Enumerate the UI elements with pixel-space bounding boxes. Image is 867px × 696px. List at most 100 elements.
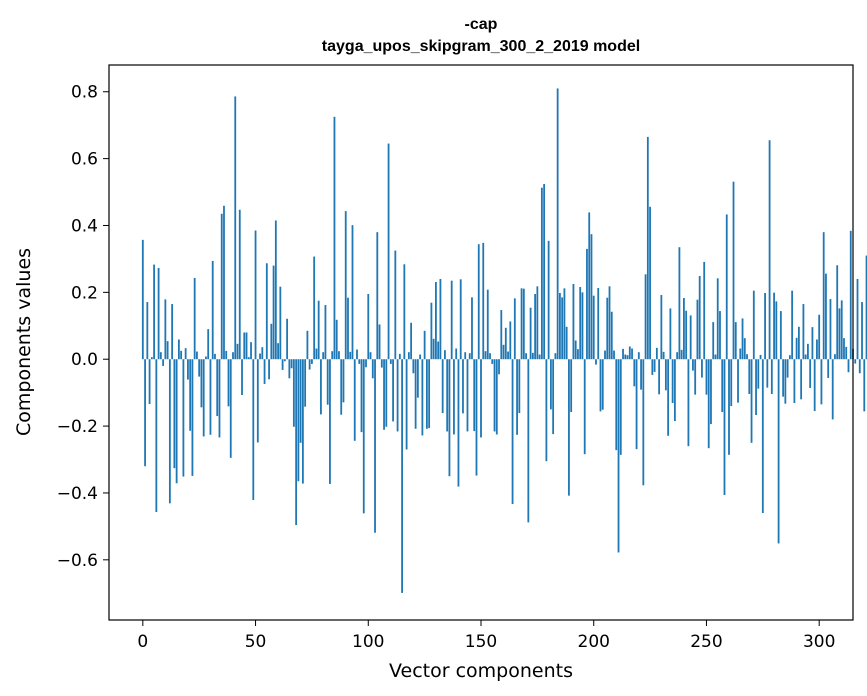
bar-136 [448, 359, 451, 477]
bar-107 [383, 359, 385, 430]
bar-321 [865, 255, 867, 360]
bar-50 [254, 230, 257, 360]
bar-103 [374, 359, 376, 533]
bar-26 [200, 359, 203, 408]
bar-218 [633, 359, 636, 387]
bar-19 [184, 348, 187, 360]
bar-306 [831, 359, 834, 420]
bar-3 [148, 359, 151, 405]
bar-303 [825, 273, 827, 360]
bar-18 [182, 359, 185, 477]
bar-7 [157, 267, 160, 360]
bar-285 [784, 359, 787, 404]
bar-233 [667, 359, 670, 436]
bar-166 [516, 359, 518, 435]
bar-224 [646, 136, 649, 360]
bar-104 [376, 232, 379, 360]
bar-294 [804, 354, 807, 360]
bar-265 [739, 348, 742, 360]
bar-185 [559, 293, 561, 360]
bar-238 [678, 247, 681, 360]
bar-117 [405, 359, 408, 450]
bar-115 [401, 359, 403, 593]
bar-149 [477, 244, 480, 360]
bar-57 [270, 323, 273, 360]
bar-172 [529, 307, 532, 360]
bar-113 [396, 359, 399, 432]
bar-281 [775, 301, 778, 360]
bar-6 [155, 359, 158, 513]
bar-70 [299, 359, 302, 443]
bars-group [141, 88, 867, 593]
bar-234 [669, 308, 672, 360]
bar-200 [592, 295, 595, 360]
bar-288 [791, 290, 794, 360]
bar-202 [597, 288, 600, 360]
bar-254 [714, 354, 717, 360]
bar-155 [491, 359, 494, 364]
bar-228 [655, 347, 658, 360]
bar-248 [701, 359, 703, 378]
bar-139 [455, 348, 458, 360]
bar-150 [480, 359, 482, 438]
bar-73 [306, 330, 309, 360]
bar-43 [238, 209, 241, 360]
bar-296 [809, 359, 812, 388]
bar-245 [694, 359, 697, 395]
bar-301 [820, 359, 823, 405]
bar-192 [574, 340, 577, 360]
bar-201 [595, 359, 597, 365]
bar-109 [387, 143, 390, 360]
bar-298 [813, 359, 816, 412]
bar-45 [243, 332, 246, 360]
bar-77 [315, 348, 318, 360]
y-tick-label: 0.0 [71, 350, 98, 370]
bar-297 [811, 327, 814, 360]
bar-178 [543, 184, 546, 360]
bar-249 [703, 261, 706, 360]
bar-264 [737, 359, 739, 403]
bar-320 [863, 359, 866, 412]
bar-63 [283, 359, 286, 362]
bar-126 [425, 359, 428, 429]
bar-256 [719, 311, 721, 360]
bar-68 [295, 359, 298, 526]
bar-49 [252, 359, 255, 500]
bar-247 [698, 275, 701, 360]
bar-269 [748, 359, 751, 394]
bar-267 [743, 338, 746, 360]
bar-268 [746, 354, 748, 360]
bar-226 [651, 359, 654, 375]
bar-293 [802, 304, 805, 360]
bar-275 [761, 359, 764, 514]
bar-105 [378, 324, 381, 360]
bar-114 [398, 353, 401, 360]
bar-242 [687, 359, 690, 447]
chart-title: -cap [465, 16, 498, 33]
bar-39 [229, 359, 232, 458]
x-tick-label: 100 [352, 632, 384, 652]
bar-127 [428, 359, 431, 429]
bar-53 [261, 347, 264, 360]
bar-156 [493, 359, 496, 432]
bar-33 [216, 359, 219, 417]
bar-60 [277, 343, 279, 360]
bar-133 [441, 359, 444, 414]
bar-135 [446, 359, 449, 432]
bar-162 [507, 351, 509, 360]
bar-273 [757, 359, 760, 389]
bar-196 [583, 359, 586, 455]
bar-78 [317, 300, 320, 360]
bar-289 [793, 359, 796, 404]
bar-31 [211, 260, 214, 360]
bar-283 [779, 311, 782, 360]
bar-24 [196, 351, 198, 360]
bar-167 [518, 359, 521, 414]
bar-46 [245, 332, 248, 360]
bar-5 [153, 264, 155, 360]
bar-312 [845, 346, 848, 360]
bar-279 [770, 359, 773, 394]
bar-152 [484, 351, 487, 360]
bar-134 [444, 350, 446, 360]
